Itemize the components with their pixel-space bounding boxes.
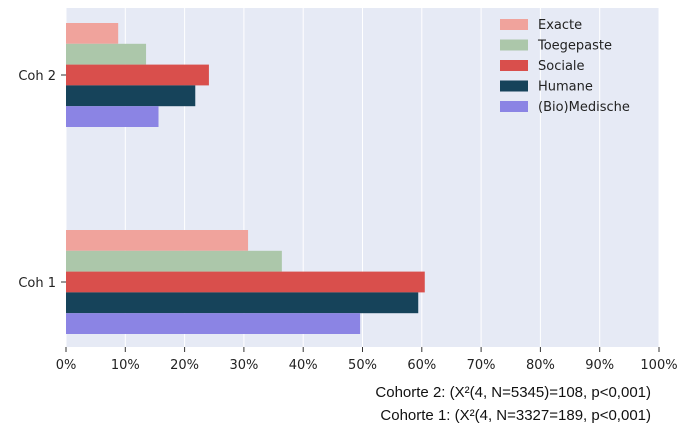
x-tick-label: 40%	[289, 358, 318, 373]
x-tick-label: 90%	[585, 358, 614, 373]
x-tick-label: 10%	[111, 358, 140, 373]
cohort2-stat-note: Cohorte 2: (X²(4, N=5345)=108, p<0,001)	[375, 384, 651, 401]
cohort1-stat-note: Cohorte 1: (X²(4, N=3327=189, p<0,001)	[380, 407, 651, 424]
legend-swatch	[500, 80, 528, 92]
legend-label: Exacte	[538, 18, 582, 33]
bar-coh1-exacte	[66, 230, 249, 251]
legend-label: (Bio)Medische	[538, 100, 630, 115]
bar-coh2-exacte	[66, 23, 119, 44]
legend-swatch	[500, 39, 528, 51]
legend-label: Sociale	[538, 59, 585, 74]
bar-coh1-humane	[66, 292, 419, 314]
x-tick-label: 70%	[467, 358, 496, 373]
bar-coh2-humane	[66, 85, 196, 107]
x-tick-label: 80%	[526, 358, 555, 373]
bar-coh1-toegepaste	[66, 250, 282, 272]
legend-swatch	[500, 19, 528, 30]
x-tick-label: 20%	[170, 358, 199, 373]
x-tick-label: 50%	[348, 358, 377, 373]
y-tick-label: Coh 1	[18, 276, 56, 291]
x-tick-label: 30%	[229, 358, 258, 373]
legend-label: Humane	[538, 80, 593, 95]
x-tick-label: 60%	[407, 358, 436, 373]
legend-swatch	[500, 101, 528, 112]
legend-label: Toegepaste	[537, 39, 612, 54]
bar-coh2-toegepaste	[66, 43, 147, 65]
x-tick-label: 100%	[640, 358, 677, 373]
bar-coh2-sociale	[66, 64, 209, 86]
legend-swatch	[500, 60, 528, 71]
y-tick-label: Coh 2	[18, 69, 56, 84]
x-tick-label: 0%	[56, 358, 77, 373]
bar-coh1-sociale	[66, 271, 425, 293]
bar-coh1-biomedische	[66, 313, 361, 334]
bar-coh2-biomedische	[66, 106, 159, 127]
